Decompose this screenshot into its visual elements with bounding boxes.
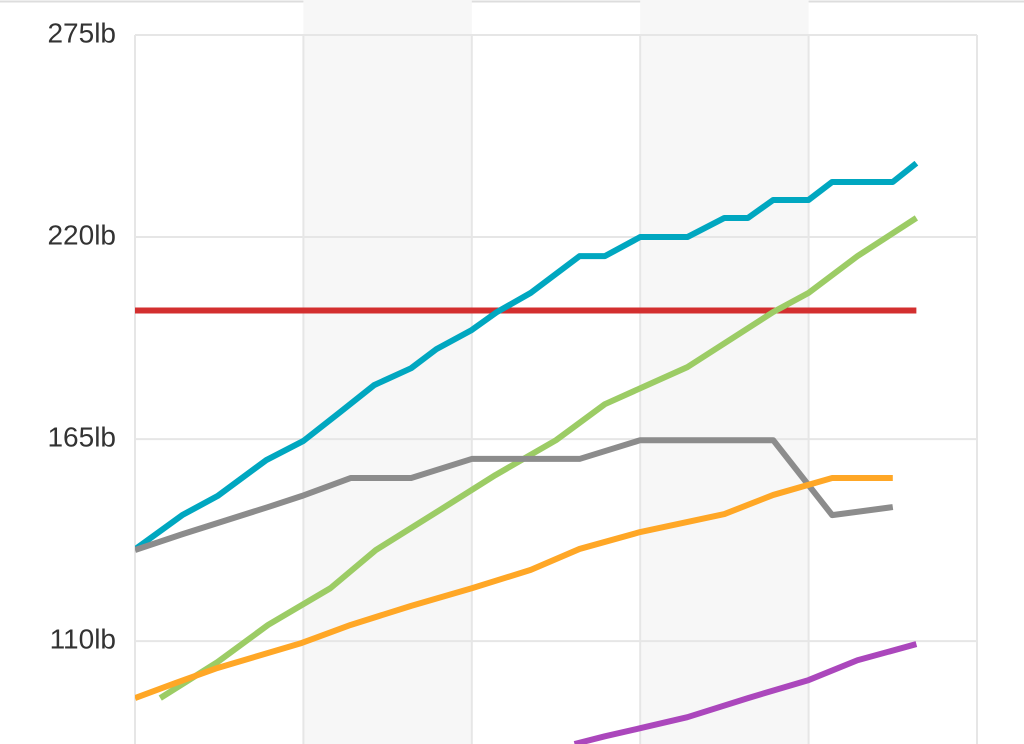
band bbox=[303, 0, 472, 744]
series-line bbox=[135, 160, 919, 552]
series-line bbox=[135, 475, 893, 701]
y-tick-label: 220lb bbox=[47, 219, 116, 250]
labels: 110lb 165lb 220lb 275lb bbox=[47, 17, 116, 654]
y-tick-label: 275lb bbox=[47, 17, 116, 48]
bands bbox=[303, 0, 809, 744]
series-line bbox=[135, 437, 894, 553]
grid bbox=[134, 34, 978, 744]
series-line bbox=[573, 641, 918, 744]
lines bbox=[135, 160, 919, 744]
y-tick-label: 165lb bbox=[47, 421, 116, 452]
y-tick-label: 110lb bbox=[50, 624, 116, 655]
band bbox=[640, 0, 809, 744]
